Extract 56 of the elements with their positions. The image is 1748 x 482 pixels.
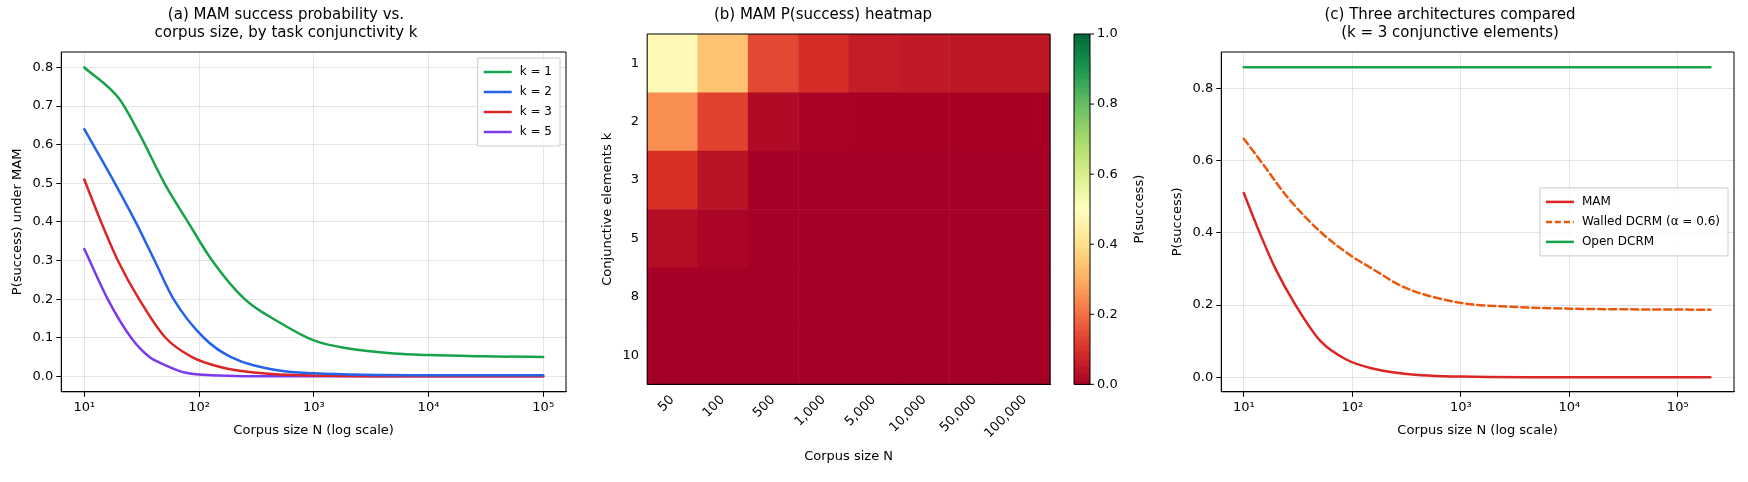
x-tick-label: 50 bbox=[654, 391, 677, 415]
y-tick-label: 0.6 bbox=[1192, 151, 1214, 167]
y-tick-label: 0.1 bbox=[32, 329, 54, 345]
y-tick-label: 0.3 bbox=[32, 251, 54, 267]
y-tick-label: 0.2 bbox=[32, 290, 54, 306]
x-tick-label: 500 bbox=[749, 391, 778, 420]
x-tick-label: 10¹ bbox=[73, 398, 96, 414]
color-bar-title: P(success) bbox=[1131, 174, 1147, 244]
x-tick-label: 10³ bbox=[302, 398, 325, 414]
y-axis-title: P(success) bbox=[1169, 187, 1185, 257]
legend-label: k = 5 bbox=[519, 124, 553, 139]
color-bar-label: 1.0 bbox=[1097, 25, 1118, 41]
y-tick-label: 1 bbox=[630, 54, 640, 70]
legend-label: k = 1 bbox=[519, 64, 553, 79]
legend-label: MAM bbox=[1581, 194, 1611, 209]
x-axis-title: Corpus size N bbox=[804, 447, 893, 463]
color-bar-label: 0.8 bbox=[1097, 95, 1118, 111]
color-bar-label: 0.4 bbox=[1097, 235, 1118, 251]
y-tick-label: 0.0 bbox=[1192, 368, 1214, 384]
x-tick-label: 10⁴ bbox=[417, 398, 440, 414]
y-tick-label: 0.4 bbox=[1192, 224, 1214, 240]
y-tick-label: 3 bbox=[630, 171, 640, 187]
y-tick-label: 0.8 bbox=[1192, 79, 1214, 95]
chart-title: (b) MAM P(success) heatmap bbox=[713, 4, 933, 23]
x-tick-label: 100 bbox=[699, 391, 728, 420]
legend-label: Walled DCRM (α = 0.6) bbox=[1581, 214, 1721, 229]
y-tick-label: 2 bbox=[630, 112, 640, 128]
x-tick-label: 10¹ bbox=[1232, 398, 1255, 414]
y-axis-title: P(success) under MAM bbox=[9, 148, 25, 296]
y-tick-label: 0.2 bbox=[1192, 296, 1214, 312]
y-tick-label: 0.5 bbox=[32, 174, 54, 190]
chart-title: (c) Three architectures compared (k = 3 conjunctive elements) bbox=[1324, 4, 1576, 41]
y-tick-label: 0.8 bbox=[32, 58, 54, 74]
x-axis-title: Corpus size N (log scale) bbox=[1397, 421, 1558, 437]
legend-label: k = 2 bbox=[519, 84, 553, 99]
chart-title: (a) MAM success probability vs. corpus size, by task conjunctivity k bbox=[154, 4, 418, 41]
y-tick-label: 5 bbox=[630, 229, 640, 245]
color-bar-label: 0.6 bbox=[1097, 165, 1118, 181]
legend-label: Open DCRM bbox=[1581, 234, 1655, 249]
y-tick-label: 0.4 bbox=[32, 213, 54, 229]
y-tick-label: 0.6 bbox=[32, 136, 54, 152]
y-tick-label: 0.7 bbox=[32, 97, 54, 113]
x-axis-title: Corpus size N (log scale) bbox=[233, 421, 394, 437]
y-tick-label: 8 bbox=[630, 288, 640, 304]
color-bar-label: 0.2 bbox=[1097, 305, 1118, 321]
x-tick-label: 10³ bbox=[1449, 398, 1472, 414]
color-bar-label: 0.0 bbox=[1097, 375, 1118, 391]
y-tick-label: 10 bbox=[622, 346, 640, 362]
x-tick-label: 10⁵ bbox=[532, 398, 555, 414]
x-tick-label: 10⁵ bbox=[1666, 398, 1689, 414]
x-tick-label: 10⁴ bbox=[1558, 398, 1581, 414]
x-tick-label: 10² bbox=[1341, 398, 1364, 414]
x-tick-label: 10² bbox=[188, 398, 210, 414]
legend-label: k = 3 bbox=[519, 104, 553, 119]
y-axis-title: Conjunctive elements k bbox=[599, 132, 615, 286]
y-tick-label: 0.0 bbox=[32, 367, 54, 383]
